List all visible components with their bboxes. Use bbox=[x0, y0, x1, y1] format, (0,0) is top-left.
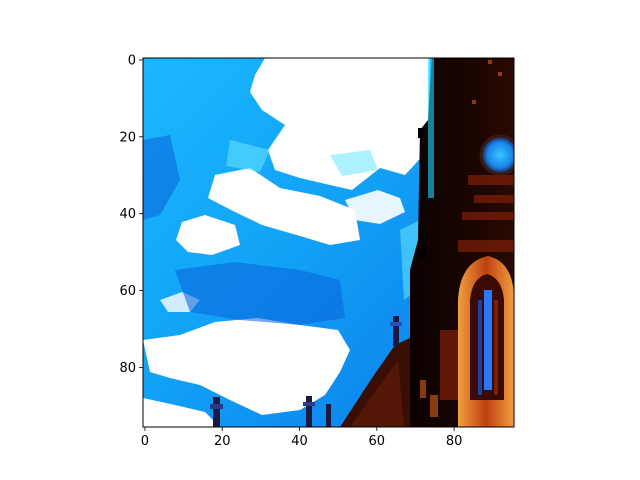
gothic-window-glass bbox=[484, 290, 492, 390]
x-axis: 0 20 40 60 80 bbox=[141, 427, 463, 449]
y-axis: 0 20 40 60 80 bbox=[119, 53, 143, 376]
y-tick-label: 60 bbox=[119, 284, 136, 299]
x-tick-label: 80 bbox=[446, 434, 463, 449]
x-tick-label: 0 bbox=[141, 434, 149, 449]
x-tick-label: 60 bbox=[369, 434, 386, 449]
clock-face bbox=[482, 137, 514, 173]
x-tick-label: 40 bbox=[291, 434, 308, 449]
y-tick-label: 20 bbox=[119, 130, 136, 145]
y-tick-label: 40 bbox=[119, 207, 136, 222]
photo bbox=[143, 58, 514, 427]
spires bbox=[210, 316, 402, 427]
x-tick-label: 20 bbox=[214, 434, 231, 449]
sky-deep bbox=[143, 135, 345, 325]
axes-frame bbox=[142, 57, 515, 428]
y-tick-label: 80 bbox=[119, 361, 136, 376]
y-tick-label: 0 bbox=[128, 53, 136, 68]
